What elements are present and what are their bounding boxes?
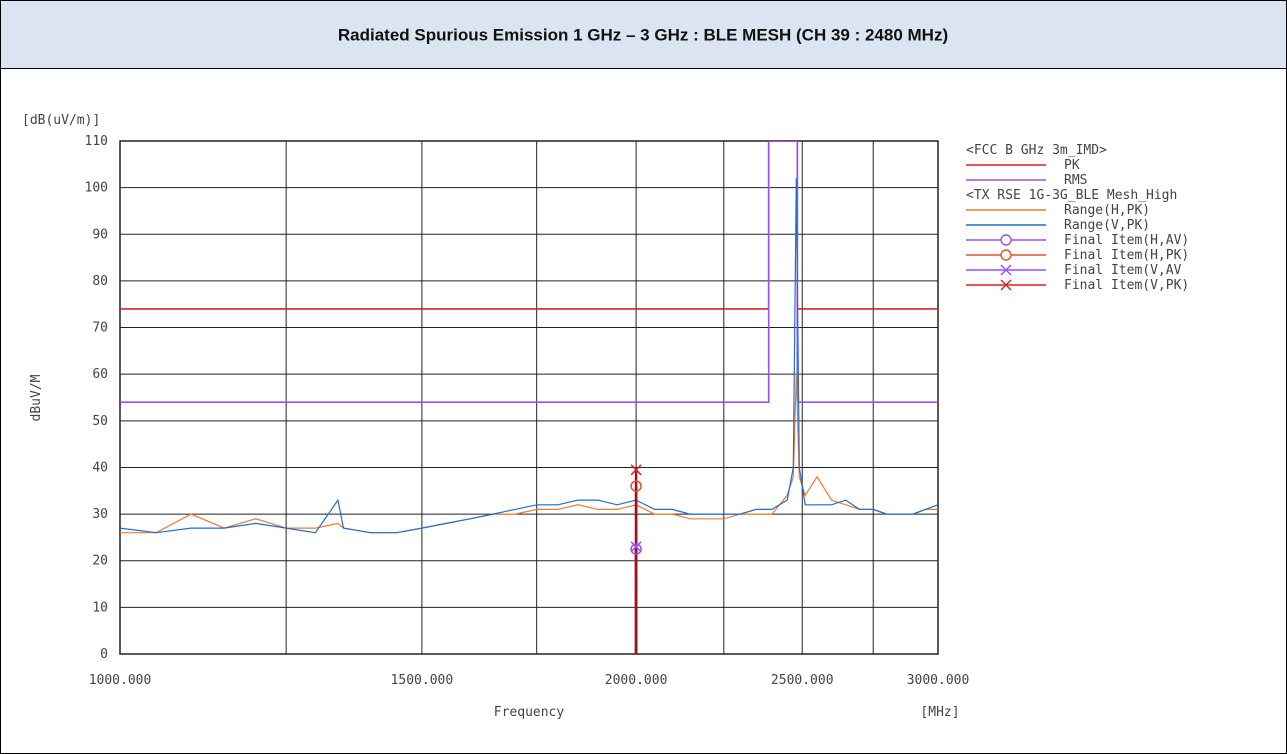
series-line	[120, 141, 938, 403]
legend-label: Final Item(H,AV)	[1064, 233, 1189, 248]
header-bar	[0, 0, 1287, 69]
y-tick-label: 30	[92, 507, 108, 522]
y-tick-label: 110	[85, 134, 108, 149]
legend-marker	[1000, 264, 1012, 276]
legend-label: Range(V,PK)	[1064, 218, 1150, 233]
series-line	[120, 178, 938, 534]
y-tick-label: 40	[92, 460, 108, 475]
unit-label: [dB(uV/m)]	[22, 113, 100, 128]
chart-title: Radiated Spurious Emission 1 GHz – 3 GHz…	[338, 25, 948, 44]
x-tick-label: 2500.000	[771, 673, 834, 688]
plot-area	[119, 140, 939, 655]
y-tick-label: 20	[92, 554, 108, 569]
series-line	[120, 374, 938, 534]
y-tick-label: 10	[92, 600, 108, 615]
legend-header: <TX RSE 1G-3G_BLE Mesh_High	[966, 188, 1177, 203]
y-tick-label: 100	[85, 181, 108, 196]
x-tick-label: 1500.000	[391, 673, 454, 688]
marker	[630, 464, 642, 476]
y-tick-label: 0	[100, 647, 108, 662]
marker	[630, 541, 642, 553]
legend-label: PK	[1064, 158, 1080, 173]
y-tick-label: 90	[92, 227, 108, 242]
legend-header: <FCC B GHz 3m_IMD>	[966, 143, 1107, 158]
legend-marker	[1000, 279, 1012, 291]
x-tick-label: 3000.000	[907, 673, 970, 688]
y-tick-label: 70	[92, 321, 108, 336]
x-tick-label: 1000.000	[89, 673, 152, 688]
x-unit-label: [MHz]	[920, 705, 959, 720]
legend-marker	[1000, 249, 1012, 261]
x-tick-label: 2000.000	[605, 673, 668, 688]
y-axis-label: dBuV/M	[29, 374, 44, 421]
x-axis-label: Frequency	[494, 705, 565, 720]
plot-layer	[120, 141, 938, 654]
marker	[630, 543, 642, 555]
y-tick-label: 60	[92, 367, 108, 382]
marker	[630, 480, 642, 492]
series-line	[120, 141, 938, 310]
legend-label: Final Item(V,AV	[1064, 263, 1182, 278]
legend-label: Range(H,PK)	[1064, 203, 1150, 218]
legend-label: Final Item(H,PK)	[1064, 248, 1189, 263]
y-tick-label: 80	[92, 274, 108, 289]
legend-label: RMS	[1064, 173, 1087, 188]
y-tick-label: 50	[92, 414, 108, 429]
legend-label: Final Item(V,PK)	[1064, 278, 1189, 293]
legend-marker	[1000, 234, 1012, 246]
